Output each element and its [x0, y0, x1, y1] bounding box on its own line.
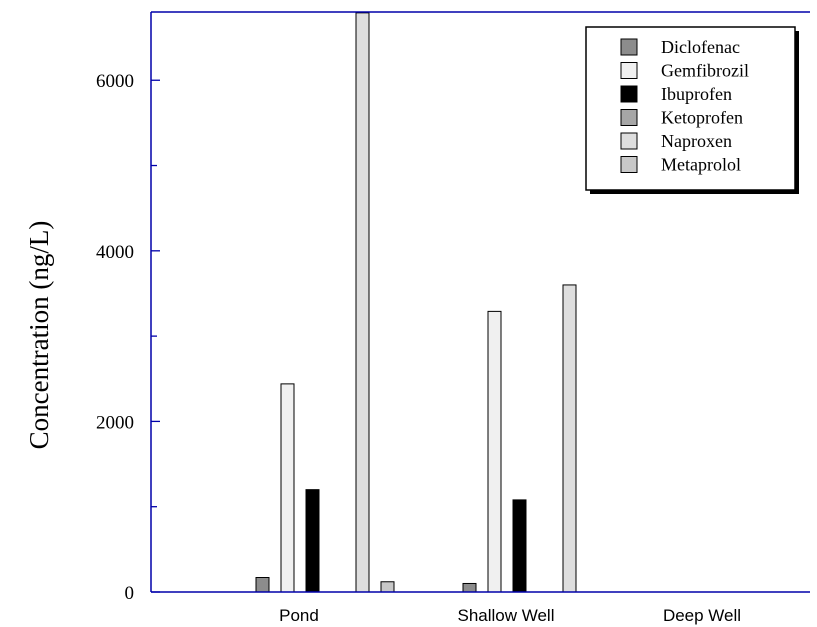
legend-label-diclofenac: Diclofenac: [661, 37, 740, 57]
axes-layer: [150, 11, 810, 593]
bar-diclofenac-pond: [255, 577, 270, 593]
y-tick-label: 0: [125, 583, 135, 604]
bars-layer: [255, 12, 577, 593]
y-tick-label: 6000: [96, 71, 134, 92]
y-tick-label: 2000: [96, 412, 134, 433]
legend-swatch-metaprolol: [620, 156, 638, 173]
y-tick-label: 4000: [96, 242, 134, 263]
legend-label-ibuprofen: Ibuprofen: [661, 84, 732, 104]
legend-swatch-ketoprofen: [620, 109, 638, 126]
bar-ibuprofen-pond: [305, 489, 320, 593]
legend-label-gemfibrozil: Gemfibrozil: [661, 61, 749, 81]
bar-metaprolol-pond: [380, 581, 395, 593]
legend-swatch-diclofenac: [620, 38, 638, 56]
y-ticks-layer: 0 2000 4000 6000: [96, 71, 160, 604]
bar-gemfibrozil-pond: [280, 383, 295, 593]
legend-label-ketoprofen: Ketoprofen: [661, 108, 743, 128]
legend-label-metaprolol: Metaprolol: [661, 155, 741, 175]
bar-diclofenac-shallow-well: [462, 582, 477, 593]
legend-label-naproxen: Naproxen: [661, 131, 732, 151]
legend-swatch-gemfibrozil: [620, 62, 638, 79]
x-category-label: Pond: [279, 606, 319, 625]
legend-swatch-naproxen: [620, 132, 638, 150]
legend-swatch-ibuprofen: [620, 85, 638, 103]
x-category-label: Shallow Well: [457, 606, 554, 625]
bar-gemfibrozil-shallow-well: [487, 310, 502, 593]
bar-naproxen-shallow-well: [562, 284, 577, 593]
x-labels-layer: Pond Shallow Well Deep Well: [279, 606, 741, 625]
bar-naproxen-pond: [355, 12, 370, 593]
legend: Diclofenac Gemfibrozil Ibuprofen Ketoprofen…: [585, 26, 799, 194]
y-axis-title: Concentration (ng/L): [24, 221, 54, 450]
x-category-label: Deep Well: [663, 606, 741, 625]
bar-ibuprofen-shallow-well: [512, 499, 527, 593]
